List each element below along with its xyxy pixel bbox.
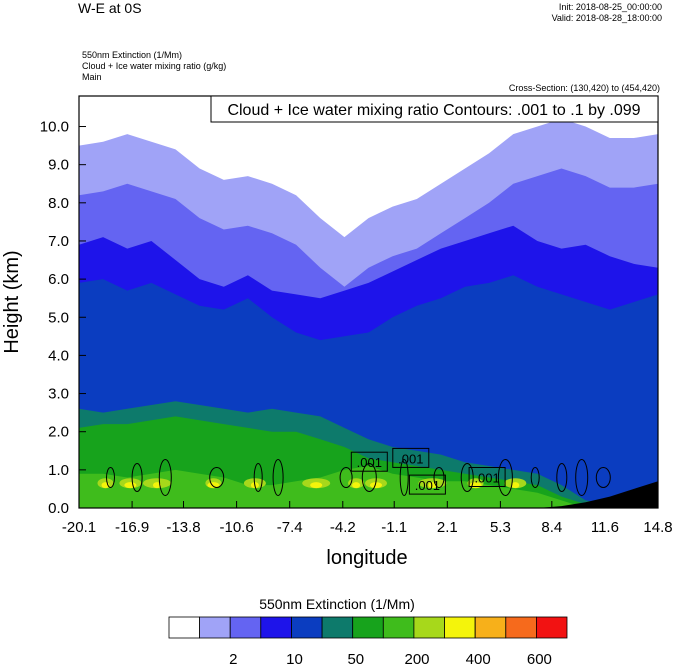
extinction-layers xyxy=(79,96,658,508)
contour-label: .001 xyxy=(415,478,440,493)
layer-800-patch xyxy=(310,482,323,489)
contour-info-box: Cloud + Ice water mixing ratio Contours:… xyxy=(210,95,659,123)
contour-label-box xyxy=(392,447,430,468)
colorbar-swatch xyxy=(168,616,201,639)
run-times: Init: 2018-08-25_00:00:00 Valid: 2018-08… xyxy=(552,2,662,24)
y-tick-label: 5.0 xyxy=(48,309,69,326)
contour-line xyxy=(530,467,540,488)
colorbar-tick-label: 600 xyxy=(527,651,552,667)
colorbar-swatch xyxy=(382,616,415,639)
contour-label: .001 xyxy=(474,471,499,486)
contour-line xyxy=(131,463,143,492)
colorbar-tick-label: 400 xyxy=(466,651,491,667)
colorbar-tick-label: 200 xyxy=(404,651,429,667)
colorbar: 2 10 50 200 400 600 xyxy=(168,616,568,667)
x-tick-label: -10.6 xyxy=(219,519,253,536)
contour-line xyxy=(460,463,474,492)
chart-title: Cloud + Ice water mixing ratio Contours:… xyxy=(227,102,640,119)
y-tick-label: 6.0 xyxy=(48,271,69,288)
y-tick-label: 0.0 xyxy=(48,500,69,517)
colorbar-tick-label: 10 xyxy=(286,651,303,667)
colorbar-swatch xyxy=(505,616,537,639)
x-tick-label: 2.1 xyxy=(437,519,458,536)
layer-800-patch xyxy=(153,482,161,489)
plot-title: W-E at 0S xyxy=(78,0,142,16)
colorbar-swatch xyxy=(260,616,292,639)
contour-label-box xyxy=(350,451,388,472)
x-tick-label: -4.2 xyxy=(330,519,356,536)
y-tick-label: 10.0 xyxy=(40,119,69,136)
contour-labels: .001 .001 .001 .001 xyxy=(350,447,506,495)
domain-label: Main xyxy=(82,72,102,82)
variable-1-label: 550nm Extinction (1/Mm) xyxy=(82,50,183,60)
contour-line xyxy=(339,467,353,488)
cross-section-label: Cross-Section: (130,420) to (454,420) xyxy=(508,83,660,93)
colorbar-swatch xyxy=(229,616,262,639)
x-tick-label: -13.8 xyxy=(166,519,200,536)
layer-clear xyxy=(79,96,658,238)
x-tick-label: -16.9 xyxy=(115,519,149,536)
layer-400 xyxy=(79,466,658,508)
layer-800-patch xyxy=(370,482,382,489)
y-axis-label: Height (km) xyxy=(1,250,23,353)
contour-line xyxy=(361,463,377,492)
layer-800-patch xyxy=(428,482,437,489)
contour-label-box xyxy=(408,474,446,495)
x-tick-label: -1.1 xyxy=(381,519,407,536)
valid-time: Valid: 2018-08-28_18:00:00 xyxy=(551,13,662,23)
contour-line xyxy=(556,463,568,492)
contour-line xyxy=(575,459,589,496)
y-tick-label: 7.0 xyxy=(48,233,69,250)
contour-line xyxy=(158,459,172,496)
colorbar-title: 550nm Extinction (1/Mm) xyxy=(259,596,415,612)
y-tick-label: 2.0 xyxy=(48,424,69,441)
y-tick-label: 3.0 xyxy=(48,386,69,403)
colorbar-swatch xyxy=(321,616,354,639)
colorbar-swatch xyxy=(536,616,568,639)
y-tick-label: 4.0 xyxy=(48,347,69,364)
y-tick-label: 8.0 xyxy=(48,195,69,212)
x-tick-label: -20.1 xyxy=(62,519,96,536)
y-tick-label: 9.0 xyxy=(48,157,69,174)
colorbar-tick-label: 50 xyxy=(347,651,364,667)
colorbar-swatch xyxy=(413,616,445,639)
contour-line xyxy=(106,467,115,488)
colorbar-tick-label: 2 xyxy=(229,651,237,667)
x-tick-label: 11.6 xyxy=(591,519,619,536)
y-axis: 0.0 1.0 2.0 3.0 4.0 5.0 6.0 7.0 8.0 9.0 10.0 xyxy=(40,119,86,517)
variable-2-label: Cloud + Ice water mixing ratio (g/kg) xyxy=(82,61,227,71)
init-time: Init: 2018-08-25_00:00:00 xyxy=(558,2,662,12)
y-tick-label: 1.0 xyxy=(48,462,69,479)
colorbar-swatch xyxy=(352,616,384,639)
colorbar-swatch xyxy=(199,616,231,639)
colorbar-swatch xyxy=(444,616,476,639)
contour-label: .001 xyxy=(398,451,423,466)
contour-line xyxy=(209,467,225,488)
layer-800-patch xyxy=(207,482,220,489)
x-axis-label: longitude xyxy=(326,547,407,569)
terrain xyxy=(79,481,658,508)
contour-line xyxy=(497,459,513,496)
layer-800-patch xyxy=(511,482,520,489)
layer-800-patch xyxy=(124,482,137,489)
x-tick-label: 8.4 xyxy=(541,519,562,536)
mixing-ratio-contours xyxy=(106,459,611,496)
contour-line xyxy=(253,463,263,492)
layer-800-patch xyxy=(352,482,361,489)
x-tick-label: -7.4 xyxy=(277,519,303,536)
contour-line xyxy=(272,459,284,496)
colorbar-swatch xyxy=(291,616,323,639)
contour-label: .001 xyxy=(357,455,382,470)
contour-line xyxy=(433,467,445,488)
x-axis: -20.1 -16.9 -13.8 -10.6 -7.4 -4.2 -1.1 2.1 5.3 8.… xyxy=(62,501,673,536)
contour-line xyxy=(595,467,611,488)
x-tick-label: 5.3 xyxy=(490,519,511,536)
x-tick-label: 14.8 xyxy=(643,519,672,536)
contour-line xyxy=(399,459,409,496)
contour-label-box xyxy=(468,467,506,487)
colorbar-swatch xyxy=(474,616,507,639)
